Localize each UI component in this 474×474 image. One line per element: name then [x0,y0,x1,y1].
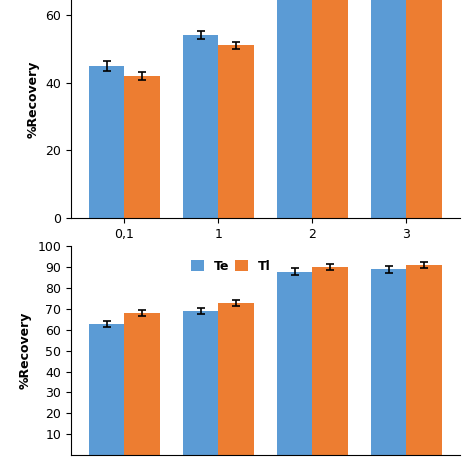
Y-axis label: %Recovery: %Recovery [27,61,40,138]
Y-axis label: %Recovery: %Recovery [19,312,32,390]
Bar [89,324,125,455]
Bar [371,269,406,455]
Bar [277,0,312,218]
Bar [312,0,348,218]
Legend: Te, Tl: Te, Tl [186,255,276,278]
Bar [125,313,160,455]
Bar [183,35,219,218]
Bar [89,66,125,218]
Bar [371,0,406,218]
Bar [125,76,160,218]
Bar [312,267,348,455]
Bar [219,303,254,455]
Bar [406,0,442,218]
Bar [183,311,219,455]
Bar [277,272,312,455]
Bar [406,265,442,455]
Bar [219,46,254,218]
X-axis label: [HCl] (mol/L): [HCl] (mol/L) [220,246,310,259]
